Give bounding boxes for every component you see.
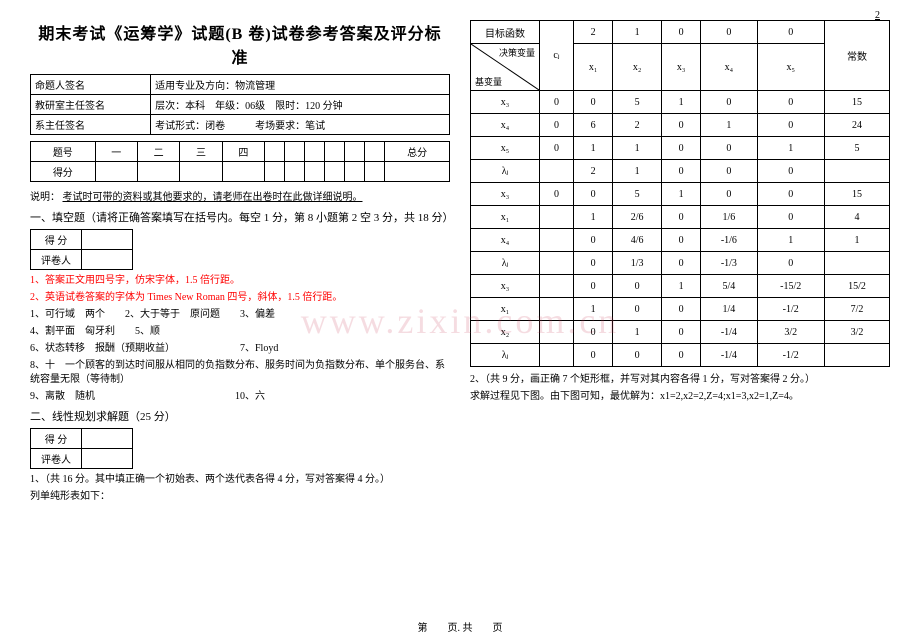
table-row: x₃0015/4-15/215/2 [471, 275, 890, 298]
x-label: x₄ [701, 44, 757, 91]
score-cell [325, 142, 345, 162]
answer-line: 4、割平面 匈牙利 5、顺 [30, 325, 450, 339]
base-var-label: 基变量 [475, 75, 502, 88]
simplex-table: 目标函数 cⱼ 2 1 0 0 0 常数 决策变量 基变量 x₁ x₂ x₃ x… [470, 20, 890, 367]
const-label: 常数 [824, 21, 889, 91]
score-cell: 二 [137, 142, 179, 162]
lambda-row: λⱼ21000 [471, 160, 890, 183]
score-cell [305, 142, 325, 162]
note-prefix: 说明： [30, 192, 60, 203]
info-cell: 适用专业及方向：物流管理 [151, 75, 450, 95]
score-cell: 四 [222, 142, 264, 162]
exam-note: 说明： 考试时可带的资料或其他要求的，请老师在出卷时在此做详细说明。 [30, 188, 450, 203]
score-cell: 三 [180, 142, 222, 162]
exam-title: 期末考试《运筹学》试题(B 卷)试卷参考答案及评分标准 [30, 20, 450, 68]
section-2-header: 二、线性规划求解题（25 分） [30, 408, 450, 424]
cj-val: 2 [574, 21, 613, 44]
answer-line: 6、状态转移 报酬（预期收益） 7、Floyd [30, 342, 450, 356]
page-footer: 第 页. 共 页 [0, 619, 920, 634]
decision-var-label: 决策变量 [499, 46, 535, 59]
mini-score-cell: 评卷人 [31, 449, 82, 469]
left-column: 期末考试《运筹学》试题(B 卷)试卷参考答案及评分标准 命题人签名 适用专业及方… [30, 20, 450, 507]
mini-score-box: 得 分 评卷人 [30, 229, 133, 270]
info-cell: 教研室主任签名 [31, 95, 151, 115]
answer-line: 9、离散 随机 10、六 [30, 390, 450, 404]
table-row: x₃00510015 [471, 91, 890, 114]
right-column: 目标函数 cⱼ 2 1 0 0 0 常数 决策变量 基变量 x₁ x₂ x₃ x… [470, 20, 890, 507]
mini-score-cell: 得 分 [31, 230, 82, 250]
red-instruction-1: 1、答案正文用四号字，仿宋字体，1.5 倍行距。 [30, 274, 450, 288]
score-cell [285, 142, 305, 162]
page-number-top: 2 [875, 10, 880, 21]
mini-score-cell: 得 分 [31, 429, 82, 449]
info-cell: 考试形式：闭卷 考场要求：笔试 [151, 115, 450, 135]
cj-val: 0 [662, 21, 701, 44]
note-underline: 考试时可带的资料或其他要求的，请老师在出卷时在此做详细说明。 [63, 192, 363, 203]
x-label: x₁ [574, 44, 613, 91]
x-label: x₃ [662, 44, 701, 91]
cj-label: cⱼ [540, 21, 574, 91]
answer-line: 1、可行域 两个 2、大于等于 原问题 3、偏差 [30, 308, 450, 322]
cj-val: 1 [613, 21, 662, 44]
table-row: x₃00510015 [471, 183, 890, 206]
info-table: 命题人签名 适用专业及方向：物流管理 教研室主任签名 层次：本科 年级：06级 … [30, 74, 450, 135]
red-instruction-2: 2、英语试卷答案的字体为 Times New Roman 四号，斜体，1.5 倍… [30, 291, 450, 305]
table-row: x₅0110015 [471, 137, 890, 160]
q2-text: 2、（共 9 分，画正确 7 个矩形框，并写对其内容各得 1 分，写对答案得 2… [470, 373, 890, 387]
score-table: 题号 一 二 三 四 总分 得分 [30, 141, 450, 182]
section-1-header: 一、填空题（请将正确答案填写在括号内。每空 1 分，第 8 小题第 2 空 3 … [30, 209, 450, 225]
q2-sub: 求解过程见下图。由下图可知，最优解为：x1=2,x2=2,Z=4;x1=3,x2… [470, 390, 890, 404]
mini-score-cell: 评卷人 [31, 250, 82, 270]
x-label: x₂ [613, 44, 662, 91]
score-cell: 题号 [31, 142, 96, 162]
q1-text: 1、（共 16 分。其中填正确一个初始表、两个迭代表各得 4 分，写对答案得 4… [30, 473, 450, 487]
x-label: x₅ [757, 44, 824, 91]
table-row: x₁1001/4-1/27/2 [471, 298, 890, 321]
table-row: x₂010-1/43/23/2 [471, 321, 890, 344]
lambda-row: λⱼ01/30-1/30 [471, 252, 890, 275]
info-cell: 系主任签名 [31, 115, 151, 135]
table-row: x₁12/601/604 [471, 206, 890, 229]
obj-func-label: 目标函数 [471, 21, 540, 44]
info-cell: 层次：本科 年级：06级 限时：120 分钟 [151, 95, 450, 115]
q1-sub: 列单纯形表如下： [30, 490, 450, 504]
score-value-row: 得分 [31, 162, 450, 182]
table-row: x₄04/60-1/611 [471, 229, 890, 252]
score-header-row: 题号 一 二 三 四 总分 [31, 142, 450, 162]
score-cell: 得分 [31, 162, 96, 182]
mini-score-box-2: 得 分 评卷人 [30, 428, 133, 469]
score-cell: 一 [95, 142, 137, 162]
lambda-row: λⱼ000-1/4-1/2 [471, 344, 890, 367]
cj-val: 0 [701, 21, 757, 44]
score-cell [265, 142, 285, 162]
score-cell [345, 142, 365, 162]
score-cell [365, 142, 385, 162]
info-cell: 命题人签名 [31, 75, 151, 95]
table-row: x₄06201024 [471, 114, 890, 137]
diag-header-cell: 决策变量 基变量 [471, 44, 540, 91]
score-cell: 总分 [385, 142, 450, 162]
cj-val: 0 [757, 21, 824, 44]
answer-line: 8、十 一个顾客的到达时间服从相同的负指数分布、服务时间为负指数分布、单个服务台… [30, 359, 450, 387]
